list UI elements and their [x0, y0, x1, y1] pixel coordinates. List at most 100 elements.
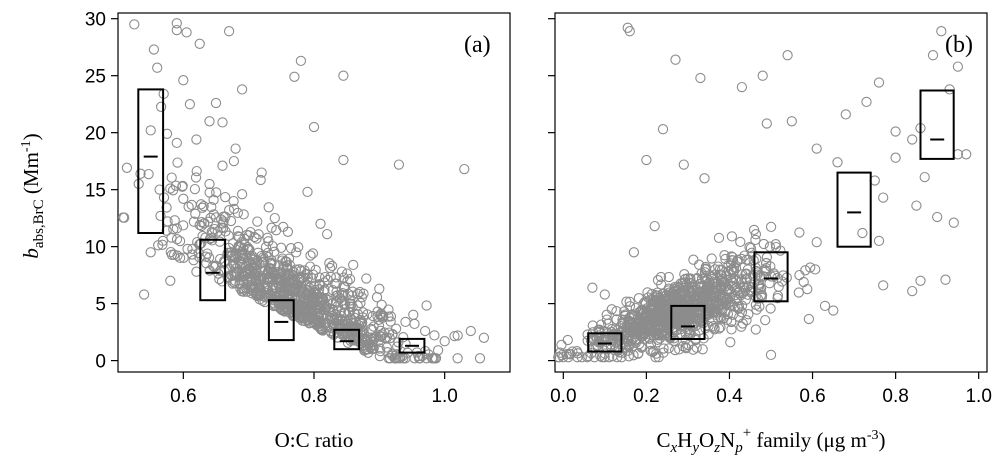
data-point: [304, 261, 316, 272]
data-point: [196, 216, 207, 228]
data-point: [722, 284, 734, 296]
data-point: [331, 327, 343, 338]
data-point: [145, 125, 156, 136]
data-point: [349, 312, 360, 323]
data-point: [696, 299, 707, 310]
x-tick-label: 0.6: [170, 386, 196, 407]
data-point: [710, 264, 721, 275]
data-point: [204, 116, 215, 127]
x-tick-label: 0.0: [550, 386, 576, 407]
data-point: [345, 326, 356, 337]
data-point: [210, 212, 222, 223]
data-point: [236, 84, 248, 95]
data-point: [387, 348, 398, 359]
data-point: [117, 212, 129, 223]
data-point: [357, 307, 369, 318]
data-point: [171, 234, 183, 245]
data-point: [308, 121, 320, 133]
data-point: [293, 241, 304, 253]
data-point: [648, 329, 660, 341]
data-point: [331, 290, 342, 302]
data-point: [748, 224, 760, 236]
data-point: [740, 268, 751, 280]
data-point: [737, 318, 748, 329]
data-point: [606, 326, 617, 338]
data-point: [587, 282, 598, 293]
data-point: [275, 281, 287, 293]
summary-box: [587, 332, 623, 353]
data-point: [589, 352, 600, 363]
data-point: [267, 282, 278, 293]
data-point: [336, 289, 347, 300]
data-point: [204, 178, 215, 190]
data-point: [348, 259, 359, 271]
data-point: [798, 276, 809, 288]
data-point: [676, 315, 688, 326]
data-point: [182, 243, 193, 255]
data-point: [326, 260, 338, 272]
data-point: [338, 154, 349, 166]
data-point: [355, 329, 367, 341]
data-point: [315, 218, 326, 229]
data-point: [366, 344, 378, 355]
data-point: [303, 288, 314, 299]
data-point: [152, 62, 163, 73]
data-point: [656, 316, 668, 328]
data-point: [769, 270, 781, 281]
data-point: [423, 349, 434, 360]
data-point: [310, 264, 321, 276]
data-point: [647, 311, 659, 322]
data-point: [236, 249, 247, 260]
panel-a-label: (a): [464, 32, 491, 58]
data-point: [153, 240, 164, 251]
data-point: [290, 264, 301, 275]
data-point: [341, 268, 353, 279]
data-point: [641, 154, 652, 166]
data-point: [283, 253, 295, 264]
data-point: [206, 201, 217, 213]
data-point: [725, 337, 736, 348]
x-tick-label: 0.2: [633, 386, 659, 407]
data-point: [555, 347, 566, 358]
data-point: [744, 242, 755, 253]
data-point: [183, 201, 194, 212]
panel-a-y-ticks: 0 5 10 15 20 25 30: [85, 10, 118, 373]
data-point: [765, 349, 777, 361]
data-point: [596, 352, 608, 363]
data-point: [211, 187, 222, 198]
data-point: [758, 271, 770, 282]
y-label-sup: -1: [19, 140, 34, 152]
data-point: [277, 253, 288, 264]
x-tick-label: 1.0: [431, 386, 457, 407]
data-point: [342, 276, 353, 287]
data-point: [398, 332, 409, 343]
data-point: [786, 116, 797, 127]
data-point: [129, 19, 140, 30]
data-point: [216, 222, 227, 233]
data-point: [269, 246, 280, 257]
data-point: [911, 200, 922, 211]
data-point: [247, 282, 259, 294]
data-point: [740, 285, 751, 296]
data-point: [717, 297, 729, 309]
data-point: [680, 342, 691, 353]
data-point: [944, 84, 955, 95]
data-point: [319, 271, 331, 283]
data-point: [241, 269, 252, 280]
data-point: [181, 27, 192, 38]
data-point: [358, 288, 369, 299]
data-point: [280, 256, 291, 267]
data-point: [645, 345, 656, 357]
data-point: [432, 345, 444, 356]
data-point: [675, 294, 686, 305]
data-point: [761, 118, 772, 129]
data-point: [751, 304, 762, 315]
data-point: [627, 309, 638, 320]
data-point: [723, 260, 734, 271]
data-point: [300, 304, 312, 316]
y-label-sub: abs,BrC: [31, 199, 47, 248]
data-point: [628, 350, 639, 361]
data-point: [384, 327, 395, 338]
data-point: [263, 251, 274, 263]
data-point: [324, 306, 335, 318]
